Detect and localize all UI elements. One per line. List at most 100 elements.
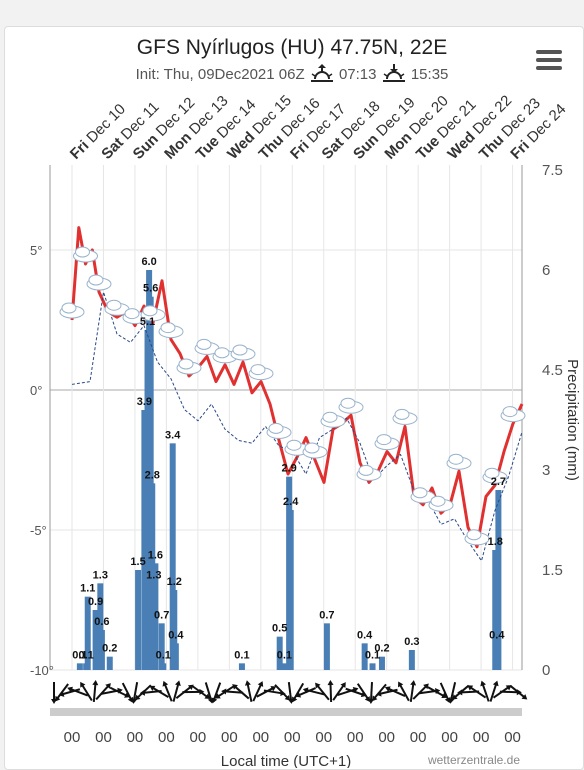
precip-bar bbox=[239, 663, 245, 670]
precip-bar bbox=[281, 663, 287, 670]
precip-label: 2.8 bbox=[145, 469, 160, 481]
wind-strip-band bbox=[50, 708, 522, 716]
x-tick-label: 00 bbox=[95, 729, 112, 746]
precip-label: 2.4 bbox=[283, 496, 299, 508]
cloud-icon bbox=[375, 435, 399, 450]
y-tick-right: 0 bbox=[542, 662, 550, 679]
cloud-shape bbox=[215, 348, 229, 358]
cloud-shape bbox=[503, 407, 517, 417]
precip-label: 2.9 bbox=[281, 463, 296, 475]
cloud-icon bbox=[465, 530, 489, 545]
x-tick-label: 00 bbox=[252, 729, 269, 746]
cloud-icon bbox=[60, 303, 84, 318]
wind-barb-shaft bbox=[371, 682, 372, 702]
x-tick-label: 00 bbox=[158, 729, 175, 746]
wind-strip bbox=[50, 680, 529, 716]
precip-label: 3.9 bbox=[137, 396, 152, 408]
wind-barb-icon bbox=[408, 680, 417, 703]
precip-bar bbox=[370, 663, 376, 670]
precip-label: 0.4 bbox=[357, 629, 373, 641]
precip-label: 0.6 bbox=[94, 616, 109, 628]
precip-label: 2.7 bbox=[491, 476, 506, 488]
precip-bar bbox=[159, 623, 165, 670]
precip-label: 0.2 bbox=[102, 643, 117, 655]
wind-barb-shaft bbox=[213, 683, 220, 702]
precip-label: 1.6 bbox=[148, 549, 163, 561]
x-tick-label: 00 bbox=[221, 729, 238, 746]
precip-label: 0.9 bbox=[88, 596, 103, 608]
x-axis-label: Local time (UTC+1) bbox=[221, 753, 351, 768]
cloud-shape bbox=[323, 412, 337, 422]
precip-label: 1.8 bbox=[488, 536, 503, 548]
precip-label: 0.1 bbox=[277, 649, 292, 661]
wind-barb-head bbox=[92, 680, 98, 686]
wind-barb-icon bbox=[479, 680, 492, 703]
cloud-shape bbox=[125, 309, 139, 319]
wind-barb-icon bbox=[396, 680, 412, 702]
cloud-shape bbox=[62, 303, 76, 313]
x-tick-label: 00 bbox=[284, 729, 301, 746]
precip-label: 3.4 bbox=[165, 429, 181, 441]
cloud-icon bbox=[74, 247, 98, 262]
temperature-series-line bbox=[72, 292, 522, 561]
cloud-icon bbox=[447, 454, 471, 469]
cloud-shape bbox=[76, 247, 90, 257]
cloud-shape bbox=[269, 423, 283, 433]
wind-barb-head bbox=[396, 680, 404, 687]
cloud-icon bbox=[249, 365, 273, 380]
wind-barb-icon bbox=[488, 680, 501, 703]
y-tick-left: -5° bbox=[30, 523, 47, 538]
precip-bar bbox=[173, 643, 179, 670]
wind-barb-head bbox=[327, 680, 333, 685]
wind-barb-icon bbox=[171, 680, 182, 703]
wind-barb-icon bbox=[244, 680, 254, 703]
precip-label: 0.4 bbox=[489, 629, 505, 641]
x-tick-label: 00 bbox=[347, 729, 364, 746]
x-tick-label: 00 bbox=[504, 729, 521, 746]
y-tick-right: 4.5 bbox=[542, 362, 563, 379]
wind-barb-head bbox=[493, 680, 500, 687]
temperature-lines bbox=[72, 228, 522, 561]
precip-label: 0.3 bbox=[404, 636, 419, 648]
wind-barb-head bbox=[410, 680, 417, 686]
x-tick-label: 00 bbox=[127, 729, 144, 746]
x-tick-label: 00 bbox=[410, 729, 427, 746]
cloud-icon bbox=[339, 398, 363, 413]
precip-bar bbox=[288, 510, 294, 670]
cloud-icon bbox=[159, 323, 183, 338]
y-tick-right: 3 bbox=[542, 462, 550, 479]
x-tick-label: 00 bbox=[190, 729, 207, 746]
cloud-shape bbox=[467, 530, 481, 540]
y-tick-right: 1.5 bbox=[542, 562, 563, 579]
cloud-icon bbox=[87, 275, 111, 290]
cloud-icon bbox=[267, 423, 291, 438]
wind-barb-icon bbox=[331, 680, 349, 701]
cloud-shape bbox=[341, 398, 355, 408]
cloud-shape bbox=[107, 300, 121, 310]
precip-bar bbox=[141, 410, 147, 670]
cloud-shape bbox=[413, 488, 427, 498]
wind-barb-shaft bbox=[330, 682, 331, 702]
cloud-shape bbox=[395, 409, 409, 419]
cloud-shape bbox=[431, 496, 445, 506]
cloud-icon bbox=[357, 465, 381, 480]
precip-label: 1.1 bbox=[80, 583, 95, 595]
cloud-icon bbox=[321, 412, 345, 427]
x-tick-label: 00 bbox=[473, 729, 490, 746]
x-tick-label: 00 bbox=[441, 729, 458, 746]
cloud-shape bbox=[179, 359, 193, 369]
y-tick-left: 0° bbox=[30, 383, 42, 398]
precip-bar bbox=[495, 490, 501, 670]
precip-label: 1.3 bbox=[146, 569, 161, 581]
cloud-shape bbox=[305, 443, 319, 453]
wind-barb-head bbox=[258, 680, 266, 687]
precip-label: 1.2 bbox=[167, 576, 182, 588]
wind-barb-head bbox=[161, 680, 168, 687]
precip-bar bbox=[324, 623, 330, 670]
wind-barb-icon bbox=[78, 680, 95, 702]
precip-bar bbox=[135, 570, 141, 670]
precip-bar bbox=[107, 657, 113, 670]
y-tick-left: 5° bbox=[30, 243, 42, 258]
